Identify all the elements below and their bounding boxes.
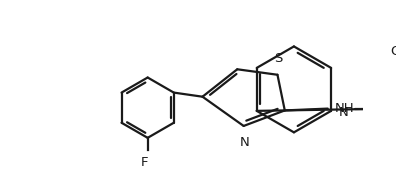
Text: F: F bbox=[141, 156, 148, 169]
Text: N: N bbox=[339, 106, 348, 119]
Text: NH: NH bbox=[334, 102, 354, 115]
Text: O: O bbox=[390, 45, 396, 58]
Text: N: N bbox=[240, 136, 249, 149]
Text: S: S bbox=[274, 52, 283, 65]
